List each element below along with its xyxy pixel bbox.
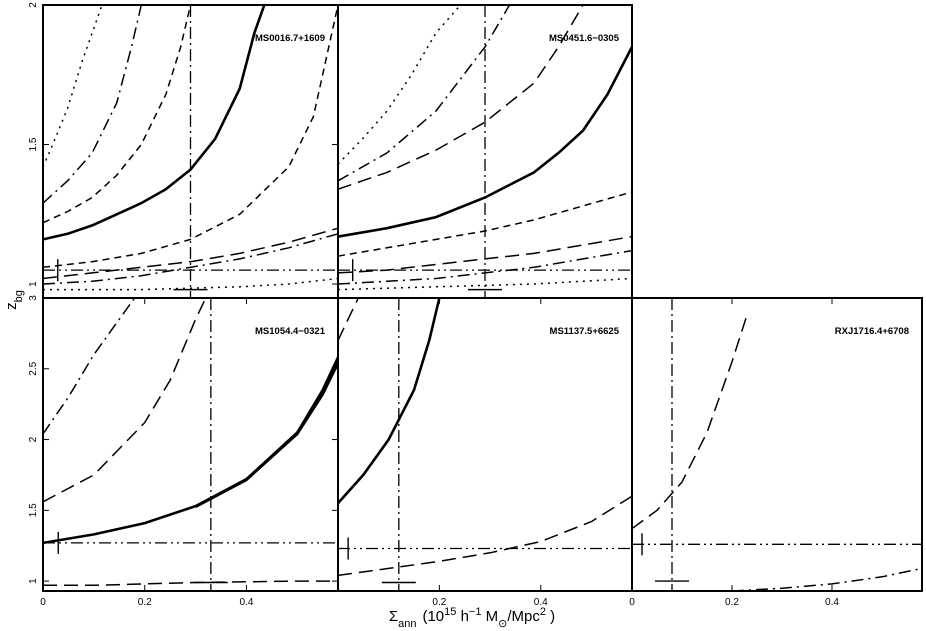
x-tick-label: 0.4 <box>534 597 548 608</box>
series-line-0 <box>338 298 441 505</box>
series-line-4 <box>43 580 338 587</box>
x-tick-label: 0.4 <box>825 597 839 608</box>
panel-title: MS0451.6−0305 <box>549 33 620 44</box>
series-line-1 <box>731 567 922 591</box>
x-tick-label: 0 <box>40 597 46 608</box>
panel-title: MS1137.5+6625 <box>550 326 620 337</box>
panel-0: 1 1.5 2 MS0016.7+1609 <box>28 2 339 299</box>
series-line-1 <box>194 362 338 508</box>
series-line-3 <box>43 298 136 435</box>
y-tick-label: 1 <box>28 578 39 584</box>
series-line-4 <box>338 5 511 182</box>
y-tick-label: 3 <box>28 295 39 301</box>
panel-frame <box>337 297 633 592</box>
series-line-5 <box>338 249 632 285</box>
series-line-1 <box>338 191 632 257</box>
series-line-1 <box>338 298 359 341</box>
x-tick-label: 0.2 <box>138 597 152 608</box>
series-line-0 <box>338 46 632 238</box>
series-line-0 <box>632 314 748 530</box>
series-line-4 <box>43 233 338 285</box>
panel-frame <box>42 297 339 592</box>
plot-area <box>632 298 922 591</box>
x-tick-label: 0 <box>629 597 635 608</box>
series-line-2 <box>43 298 207 503</box>
y-tick-label: 2.5 <box>28 361 39 375</box>
y-tick-label: 1.5 <box>28 137 39 151</box>
series-line-5 <box>43 227 338 280</box>
series-line-6 <box>338 5 462 165</box>
plot-area <box>43 298 338 591</box>
series-line-1 <box>43 5 192 224</box>
panel-1: MS0451.6−0305 <box>337 4 633 299</box>
panel-frame <box>631 297 923 592</box>
series-line-7 <box>338 277 632 291</box>
y-axis-label-sub: bg <box>13 290 25 302</box>
series-line-6 <box>43 5 103 168</box>
plot-area <box>338 5 632 298</box>
series-line-7 <box>43 277 338 291</box>
plot-area <box>43 5 338 298</box>
y-tick-label: 2 <box>28 436 39 442</box>
series-line-3 <box>43 5 143 204</box>
series-line-2 <box>338 5 584 190</box>
panel-title: MS0016.7+1609 <box>255 33 325 44</box>
series-line-0 <box>43 356 338 545</box>
x-tick-label: 0.4 <box>239 597 253 608</box>
y-axis-label: zbg <box>3 290 25 310</box>
series-line-3 <box>338 235 632 274</box>
y-tick-label: 1 <box>28 281 39 287</box>
x-tick-label: 0.2 <box>725 597 739 608</box>
panel-title: RXJ1716.4+6708 <box>835 326 909 337</box>
series-line-2 <box>338 495 632 577</box>
x-axis-label: Σann (1015 h−1 M⊙/Mpc2 ) <box>389 606 555 630</box>
y-tick-label: 1.5 <box>28 503 39 517</box>
y-axis-label-main: z <box>3 302 20 310</box>
panel-title: MS1054.4−0321 <box>255 326 326 337</box>
y-tick-label: 2 <box>28 2 39 8</box>
x-tick-label: 0.2 <box>432 597 446 608</box>
panel-4: 0 0.2 0.4 RXJ1716.4+6708 <box>629 297 923 608</box>
panel-2: 0 0.2 0.4 1 1.5 2 2.5 3 MS1054.4−0321 <box>28 295 339 608</box>
plot-area <box>338 298 632 591</box>
series-line-0 <box>43 5 266 241</box>
panel-3: 0.2 0.4 MS1137.5+6625 <box>337 297 633 608</box>
